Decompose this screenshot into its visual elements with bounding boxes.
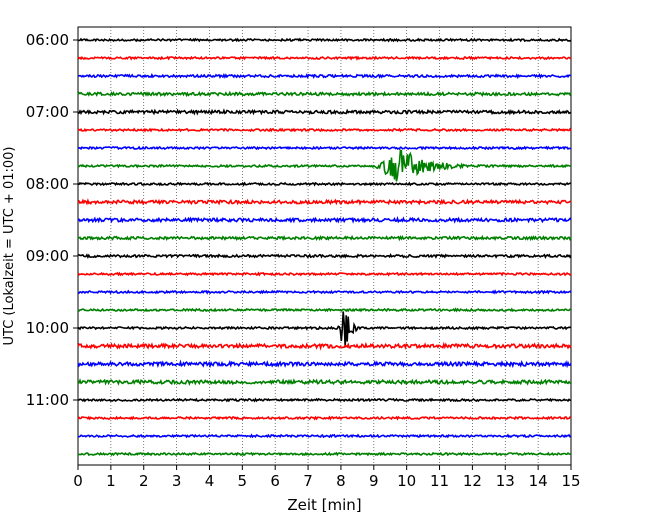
y-tick-label: 10:00 bbox=[26, 319, 69, 337]
trace-0730 bbox=[77, 145, 572, 151]
trace-1015 bbox=[77, 341, 572, 351]
x-tick-label: 4 bbox=[205, 472, 215, 490]
trace-0715 bbox=[77, 127, 572, 133]
plot-frame bbox=[77, 26, 572, 466]
x-axis-ticks: 0 1 2 3 4 5 6 7 8 9 10 11 12 13 14 15 bbox=[73, 465, 581, 490]
x-tick-label: 9 bbox=[369, 472, 379, 490]
trace-0845 bbox=[77, 234, 572, 242]
x-tick-label: 14 bbox=[529, 472, 548, 490]
seismogram-traces bbox=[77, 37, 572, 457]
trace-1145 bbox=[77, 451, 572, 457]
x-tick-label: 3 bbox=[172, 472, 182, 490]
x-tick-label: 11 bbox=[430, 472, 449, 490]
plot-area: 0 1 2 3 4 5 6 7 8 9 10 11 12 13 14 15 06:0007:0008:0009… bbox=[26, 26, 581, 490]
y-tick-label: 09:00 bbox=[26, 247, 69, 265]
trace-0600 bbox=[77, 37, 572, 43]
x-tick-label: 2 bbox=[139, 472, 149, 490]
x-tick-label: 7 bbox=[303, 472, 313, 490]
trace-0615 bbox=[77, 55, 572, 61]
trace-0745 bbox=[77, 149, 572, 182]
x-tick-label: 8 bbox=[336, 472, 346, 490]
x-tick-label: 6 bbox=[270, 472, 280, 490]
y-tick-label: 11:00 bbox=[26, 391, 69, 409]
trace-0945 bbox=[77, 307, 572, 313]
x-tick-label: 12 bbox=[463, 472, 482, 490]
y-tick-label: 08:00 bbox=[26, 175, 69, 193]
trace-1045 bbox=[77, 378, 572, 386]
trace-1000 bbox=[77, 311, 572, 348]
x-tick-label: 15 bbox=[561, 472, 580, 490]
x-axis-label: Zeit [min] bbox=[287, 496, 361, 514]
x-tick-label: 5 bbox=[238, 472, 248, 490]
y-axis-label: UTC (Lokalzeit = UTC + 01:00) bbox=[2, 147, 17, 346]
trace-0800 bbox=[77, 181, 572, 187]
x-tick-label: 10 bbox=[397, 472, 416, 490]
trace-0830 bbox=[77, 215, 572, 224]
y-tick-label: 06:00 bbox=[26, 31, 69, 49]
trace-0630 bbox=[77, 72, 572, 80]
trace-1030 bbox=[77, 359, 572, 369]
trace-0900 bbox=[77, 252, 572, 259]
trace-1130 bbox=[77, 433, 572, 439]
x-tick-label: 13 bbox=[496, 472, 515, 490]
trace-0915 bbox=[77, 271, 572, 277]
trace-1115 bbox=[77, 415, 572, 421]
trace-0930 bbox=[77, 289, 572, 295]
x-tick-label: 0 bbox=[73, 472, 83, 490]
x-tick-label: 1 bbox=[106, 472, 116, 490]
trace-0645 bbox=[77, 90, 572, 98]
trace-0700 bbox=[77, 108, 572, 116]
trace-0815 bbox=[77, 198, 572, 206]
y-tick-label: 07:00 bbox=[26, 103, 69, 121]
y-axis-ticks: 06:00 07:00 08:00 09:00 10:00 11:00 bbox=[26, 31, 78, 409]
x-gridlines bbox=[110, 27, 539, 465]
trace-1100 bbox=[77, 397, 572, 403]
